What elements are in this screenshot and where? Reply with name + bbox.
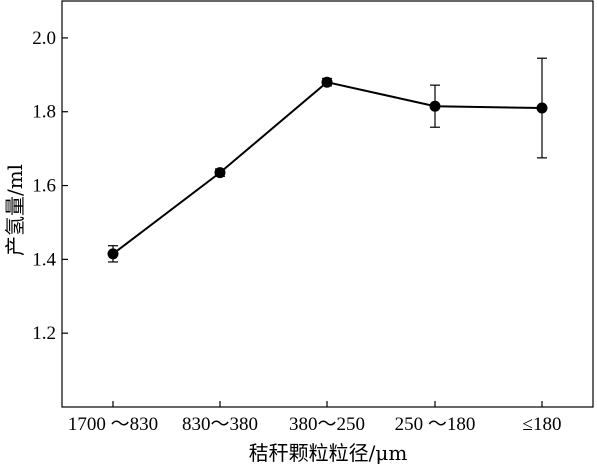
x-tick-label: 250 ～180 [395,414,476,435]
x-tick-label: 1700 ～830 [68,414,158,435]
plot-frame [61,0,594,408]
data-point [214,167,226,179]
y-axis-label: 产氢量/ml [3,164,27,256]
x-tick-label: ≤180 [523,414,562,435]
series-line [112,81,543,255]
y-tick-label: 1.4 [32,249,56,270]
data-point [536,102,548,114]
data-point [321,76,333,88]
y-tick-label: 1.8 [32,102,56,123]
data-point [107,248,119,260]
x-tick-label: 830～380 [182,414,258,435]
y-tick-label: 2.0 [32,28,56,49]
series [107,57,548,263]
x-axis: 1700 ～830 830～380 380～250 250 ～180 ≤180 [68,401,562,435]
y-tick-label: 1.6 [32,176,56,197]
x-tick-label: 380～250 [289,414,365,435]
y-tick-label: 1.2 [32,323,56,344]
data-point [429,100,441,112]
y-axis: 1.2 1.4 1.6 1.8 2.0 [32,28,68,344]
x-axis-label: 秸秆颗粒粒径/μm [249,441,408,465]
